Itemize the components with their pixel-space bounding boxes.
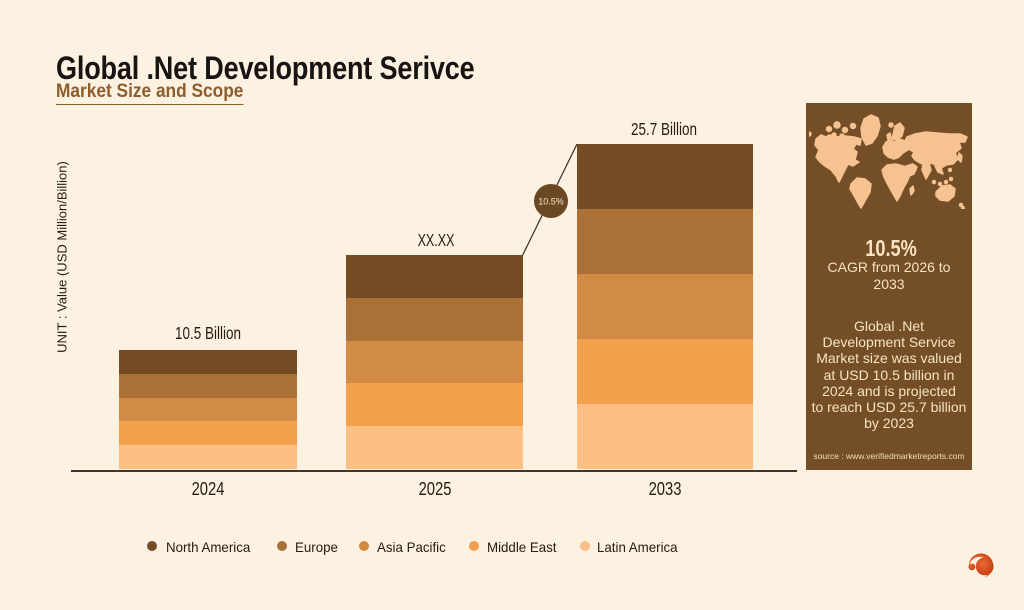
svg-text:10.5%: 10.5%: [538, 197, 564, 207]
